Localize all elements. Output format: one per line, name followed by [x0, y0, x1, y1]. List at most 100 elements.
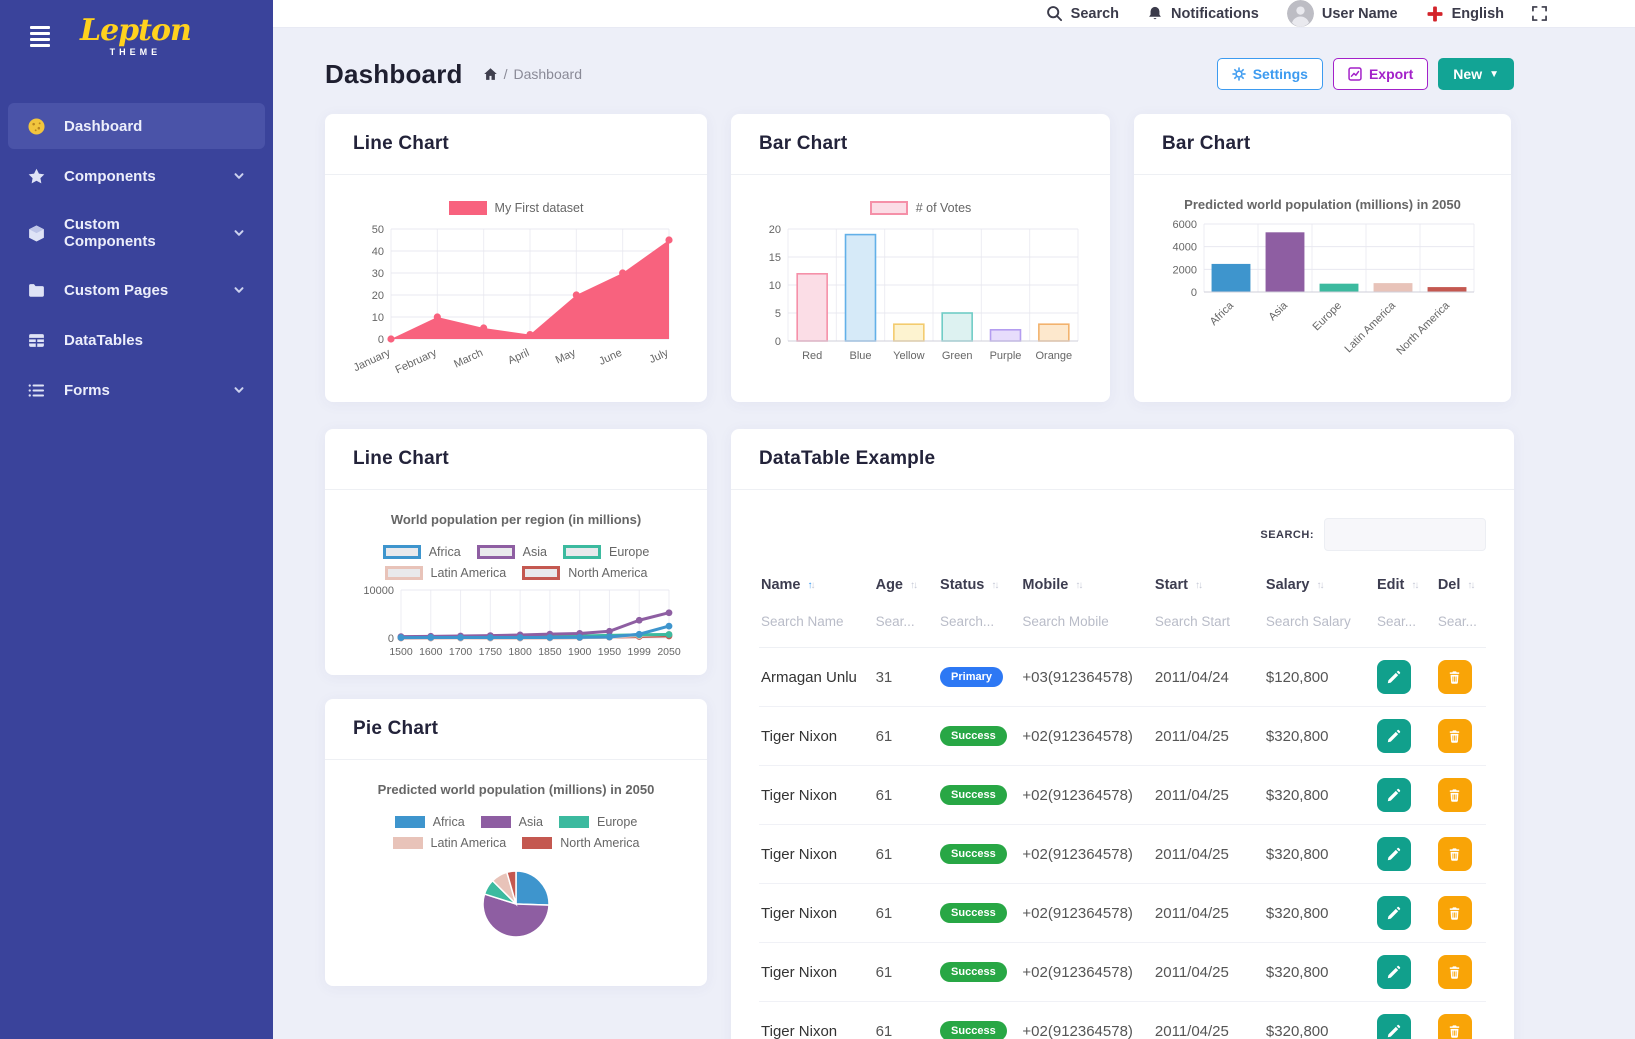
legend-item[interactable]: Asia: [480, 815, 543, 829]
filter-input-name[interactable]: [761, 614, 867, 629]
cell-edit: [1374, 824, 1436, 884]
sidebar-item-dashboard[interactable]: Dashboard: [8, 103, 265, 149]
sidebar-item-custom-pages[interactable]: Custom Pages: [8, 267, 265, 313]
search-label: SEARCH:: [1260, 528, 1314, 541]
pencil-icon: [1388, 906, 1401, 919]
notifications-button[interactable]: Notifications: [1147, 5, 1259, 22]
menu-toggle-button[interactable]: [26, 22, 54, 51]
delete-row-button[interactable]: [1437, 837, 1472, 871]
legend-item[interactable]: Africa: [394, 815, 465, 829]
legend-item[interactable]: Africa: [382, 545, 461, 559]
line-chart-my-first-dataset: My First dataset 0 10 20 30 40 50 January Februa…: [325, 175, 707, 402]
chart-canvas: 0 10000 1500 1600 1700 1750 1800 1850 1900 1950 19…: [363, 585, 680, 658]
sort-icons: ↑↓: [807, 580, 816, 591]
settings-button[interactable]: Settings: [1216, 58, 1323, 90]
edit-row-button[interactable]: [1376, 955, 1411, 989]
legend-item[interactable]: Asia: [476, 545, 547, 559]
filter-input-mobile[interactable]: [1022, 614, 1145, 629]
cell-age: 61: [873, 765, 939, 825]
filter-input-del[interactable]: [1437, 614, 1482, 629]
legend-item[interactable]: Europe: [562, 545, 649, 559]
column-header-mobile[interactable]: Mobile ↑↓: [1022, 577, 1083, 593]
legend-swatch: [522, 837, 553, 849]
sidebar-item-datatables[interactable]: DataTables: [8, 317, 265, 363]
cell-start: 2011/04/25: [1152, 883, 1264, 943]
legend-item[interactable]: North America: [522, 566, 647, 580]
svg-text:6000: 6000: [1172, 219, 1196, 231]
status-badge: Success: [940, 726, 1007, 746]
legend-item[interactable]: My First dataset: [448, 201, 584, 215]
table-search-input[interactable]: [1324, 518, 1486, 551]
table-row: Tiger Nixon 61 Success +02(912364578) 2011/0…: [759, 1001, 1486, 1039]
new-button[interactable]: New ▼: [1438, 58, 1514, 90]
legend-label: My First dataset: [494, 201, 584, 215]
edit-row-button[interactable]: [1376, 719, 1411, 753]
svg-text:5: 5: [774, 308, 780, 320]
delete-row-button[interactable]: [1437, 778, 1472, 812]
legend-item[interactable]: # of Votes: [869, 201, 971, 215]
cell-del: [1435, 824, 1486, 884]
pencil-icon: [1388, 965, 1401, 978]
column-header-status[interactable]: Status ↑↓: [940, 577, 999, 593]
edit-row-button[interactable]: [1376, 896, 1411, 930]
column-header-salary[interactable]: Salary ↑↓: [1265, 577, 1325, 593]
column-header-del[interactable]: Del ↑↓: [1437, 577, 1476, 593]
legend-item[interactable]: Europe: [558, 815, 637, 829]
pie-slice-africa[interactable]: [515, 870, 550, 906]
edit-row-button[interactable]: [1376, 660, 1411, 694]
user-menu[interactable]: User Name: [1286, 0, 1398, 27]
edit-row-button[interactable]: [1376, 778, 1411, 812]
column-header-age[interactable]: Age ↑↓: [875, 577, 918, 593]
edit-row-button[interactable]: [1376, 1014, 1411, 1039]
filter-input-salary[interactable]: [1265, 614, 1368, 629]
search-button[interactable]: Search: [1046, 5, 1119, 22]
svg-text:North America: North America: [1394, 299, 1452, 357]
cell-mobile: +03(912364578): [1020, 647, 1153, 707]
filter-cell-del: [1435, 607, 1486, 648]
filter-input-age[interactable]: [875, 614, 934, 629]
pie-slice-asia[interactable]: [482, 893, 550, 938]
delete-row-button[interactable]: [1437, 660, 1472, 694]
delete-row-button[interactable]: [1437, 1014, 1472, 1039]
column-header-name[interactable]: Name ↑↓: [761, 577, 816, 593]
table-row: Armagan Unlu 31 Primary +03(912364578) 2011/…: [759, 647, 1486, 707]
sidebar-item-forms[interactable]: Forms: [8, 367, 265, 413]
status-badge: Success: [940, 962, 1007, 982]
pie-slice-north-america[interactable]: [505, 870, 517, 905]
cell-age: 61: [873, 942, 939, 1002]
legend-item[interactable]: Latin America: [392, 836, 506, 850]
cell-age: 61: [873, 883, 939, 943]
column-header-start[interactable]: Start ↑↓: [1154, 577, 1203, 593]
delete-row-button[interactable]: [1437, 719, 1472, 753]
cell-start: 2011/04/25: [1152, 765, 1264, 825]
status-badge: Success: [940, 785, 1007, 805]
delete-row-button[interactable]: [1437, 955, 1472, 989]
cell-start: 2011/04/25: [1152, 824, 1264, 884]
edit-row-button[interactable]: [1376, 837, 1411, 871]
legend-swatch: [392, 837, 423, 849]
main-area: Search Notifications User Name English D: [273, 0, 1635, 1039]
legend-item[interactable]: North America: [522, 836, 639, 850]
chart-legend: # of Votes: [869, 201, 971, 215]
sidebar-item-components[interactable]: Components: [8, 153, 265, 199]
column-header-edit[interactable]: Edit ↑↓: [1376, 577, 1419, 593]
cell-salary: $320,800: [1263, 765, 1375, 825]
legend-label: Latin America: [430, 566, 507, 580]
language-menu[interactable]: English: [1426, 5, 1504, 23]
export-button[interactable]: Export: [1332, 58, 1429, 90]
legend-item[interactable]: Latin America: [384, 566, 507, 580]
cell-salary: $320,800: [1263, 706, 1375, 766]
svg-text:10: 10: [768, 280, 780, 292]
legend-swatch: [869, 201, 908, 215]
pie-chart-card: Pie Chart Predicted world population (mi…: [325, 699, 707, 986]
home-icon[interactable]: [483, 67, 498, 82]
brand-logo[interactable]: Lepton THEME: [80, 16, 192, 57]
filter-input-status[interactable]: [940, 614, 1015, 629]
cell-start: 2011/04/24: [1152, 647, 1264, 707]
fullscreen-button[interactable]: [1532, 6, 1547, 21]
filter-input-start[interactable]: [1154, 614, 1257, 629]
filter-input-edit[interactable]: [1376, 614, 1431, 629]
sidebar-item-custom-components[interactable]: Custom Components: [8, 203, 265, 263]
legend-label: Asia: [522, 545, 547, 559]
delete-row-button[interactable]: [1437, 896, 1472, 930]
